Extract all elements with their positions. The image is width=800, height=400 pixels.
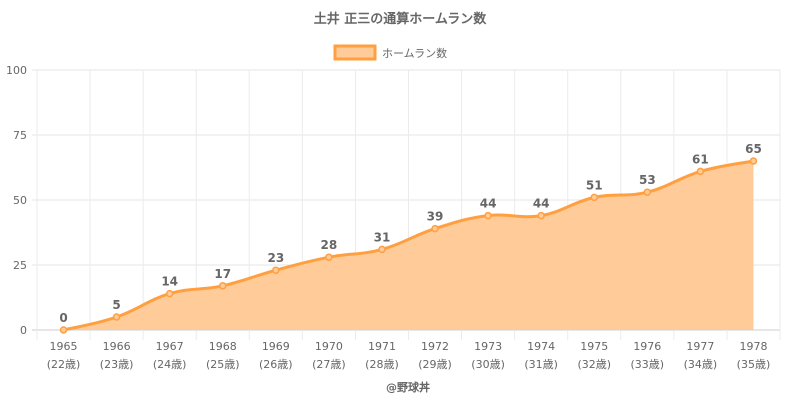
data-label: 14: [161, 275, 178, 289]
x-tick-label: 1975: [580, 340, 608, 353]
x-tick-sublabel: (27歳): [312, 358, 346, 371]
data-point: [431, 224, 439, 233]
chart-title: 土井 正三の通算ホームラン数: [314, 11, 487, 27]
data-label: 53: [639, 173, 656, 187]
legend-label: ホームラン数: [382, 47, 447, 60]
legend-swatch: [333, 44, 377, 61]
data-label: 51: [586, 178, 603, 192]
y-tick-label: 100: [6, 64, 27, 77]
data-label: 31: [374, 230, 391, 244]
area-fill: [63, 161, 754, 330]
data-label: 17: [214, 267, 231, 281]
data-label: 39: [427, 210, 444, 224]
data-label: 44: [480, 197, 497, 211]
data-label: 65: [745, 142, 762, 156]
data-point: [749, 157, 758, 165]
data-label: 28: [321, 238, 338, 252]
x-tick-sublabel: (32歳): [577, 358, 611, 371]
data-point: [165, 289, 174, 298]
x-tick-label: 1973: [474, 340, 502, 353]
x-tick-sublabel: (28歳): [365, 358, 399, 371]
data-point: [378, 245, 386, 254]
x-tick-sublabel: (34歳): [684, 358, 718, 371]
x-tick-label: 1966: [103, 340, 131, 353]
x-tick-sublabel: (26歳): [259, 358, 293, 371]
data-point: [537, 211, 545, 220]
data-point: [643, 188, 652, 196]
data-label: 0: [59, 311, 67, 325]
x-tick-label: 1970: [315, 340, 343, 353]
x-tick-sublabel: (24歳): [153, 358, 187, 371]
data-label: 5: [112, 298, 120, 312]
y-tick-label: 75: [13, 129, 27, 142]
data-point: [59, 326, 68, 334]
x-tick-label: 1972: [421, 340, 449, 353]
x-tick-label: 1971: [368, 340, 396, 353]
data-point: [696, 167, 705, 176]
data-point: [219, 282, 227, 290]
data-point: [112, 313, 121, 321]
x-tick-label: 1978: [739, 340, 767, 353]
data-point: [325, 253, 333, 261]
x-tick-sublabel: (29歳): [418, 358, 452, 371]
x-tick-sublabel: (23歳): [100, 358, 134, 371]
y-tick-label: 50: [13, 194, 27, 207]
x-tick-label: 1969: [262, 340, 290, 353]
x-tick-sublabel: (31歳): [524, 358, 558, 371]
data-point: [590, 193, 598, 202]
credit: @野球丼: [386, 380, 430, 394]
legend[interactable]: ホームラン数: [333, 44, 447, 61]
x-tick-label: 1968: [209, 340, 237, 353]
x-tick-sublabel: (30歳): [471, 358, 505, 371]
x-tick-sublabel: (33歳): [631, 358, 665, 371]
y-tick-label: 0: [20, 324, 27, 337]
x-tick-label: 1976: [633, 340, 661, 353]
x-tick-label: 1967: [156, 340, 184, 353]
data-point: [484, 211, 492, 220]
plot-area: [59, 157, 758, 334]
x-tick-sublabel: (22歳): [47, 358, 81, 371]
data-label: 61: [692, 152, 709, 166]
data-label: 44: [533, 197, 550, 211]
x-tick-label: 1965: [50, 340, 78, 353]
y-tick-label: 25: [13, 259, 27, 272]
x-tick-sublabel: (25歳): [206, 358, 240, 371]
data-point: [272, 266, 280, 274]
x-tick-label: 1974: [527, 340, 555, 353]
series-line: [63, 159, 754, 332]
data-label: 23: [267, 251, 284, 265]
x-tick-label: 1977: [686, 340, 714, 353]
x-tick-sublabel: (35歳): [737, 358, 771, 371]
data-labels: 0 5 14 17 23 28 31 39 44 44 51 53 61 65: [59, 142, 761, 325]
